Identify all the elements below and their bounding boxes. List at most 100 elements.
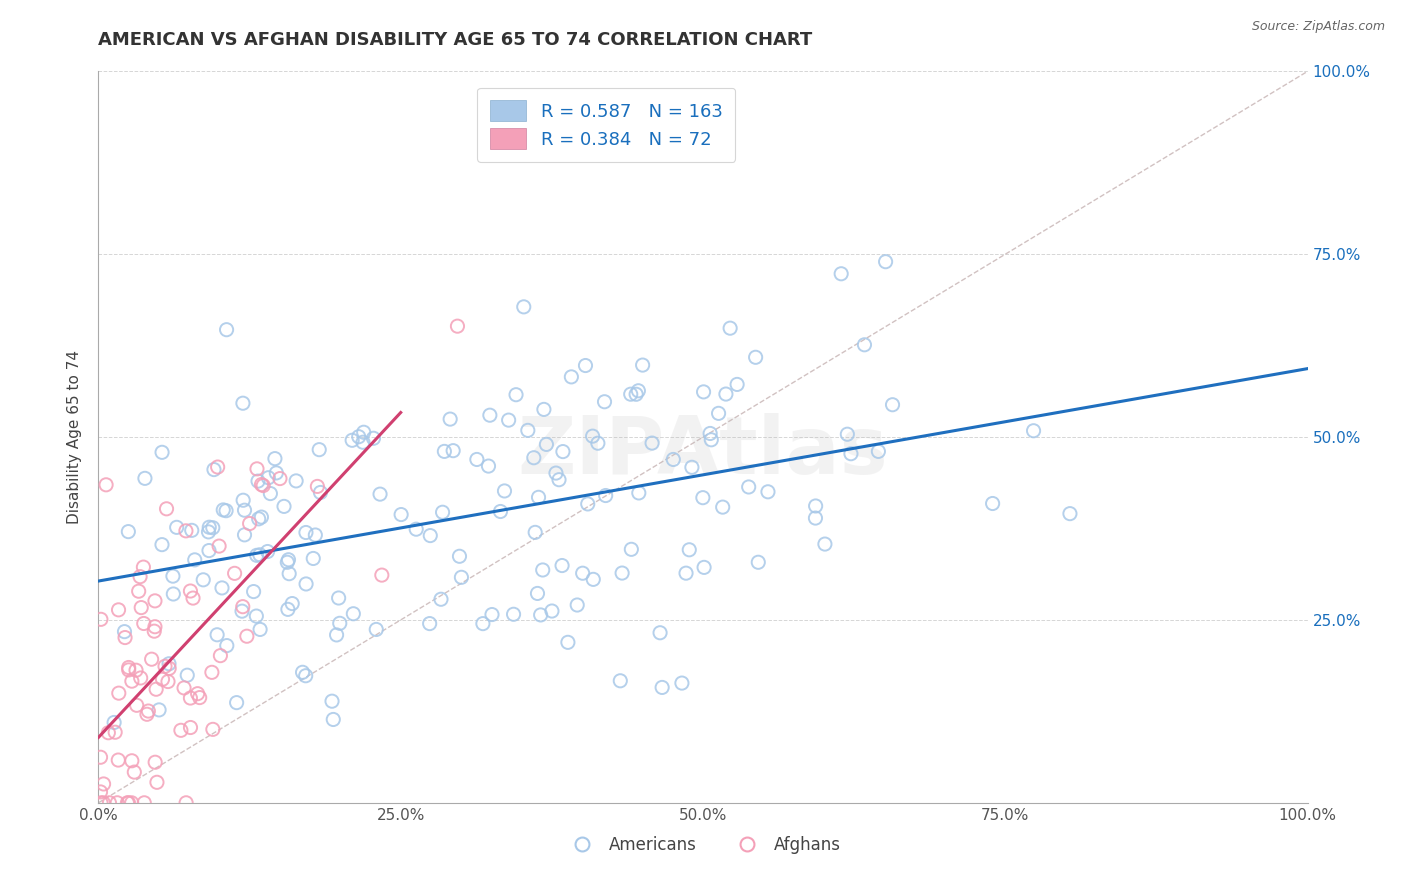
Point (366, 623, 388, 637)
Point (718, 321, 741, 335)
Point (93, 777, 115, 791)
Point (211, 581, 233, 595)
Point (143, 620, 166, 634)
Point (707, 406, 730, 420)
Point (516, 423, 538, 437)
Point (117, 796, 139, 810)
Point (129, 569, 152, 583)
Point (294, 669, 316, 683)
Point (692, 384, 714, 399)
Point (693, 560, 716, 574)
Point (853, 338, 876, 352)
Point (627, 486, 650, 500)
Point (544, 466, 567, 480)
Point (441, 443, 464, 458)
Point (201, 723, 224, 737)
Point (882, 398, 904, 412)
Point (692, 491, 714, 505)
Point (193, 573, 215, 587)
Point (681, 460, 703, 475)
Point (118, 660, 141, 674)
Point (107, 603, 129, 617)
Point (184, 553, 207, 567)
Point (524, 525, 547, 540)
Point (152, 673, 174, 687)
Point (328, 591, 350, 605)
Point (620, 542, 643, 557)
Point (586, 436, 609, 450)
Point (104, 725, 127, 739)
Point (830, 267, 852, 281)
Point (571, 566, 593, 581)
Point (651, 681, 673, 695)
Point (981, 496, 1004, 510)
Point (174, 796, 197, 810)
Point (498, 413, 520, 427)
Point (531, 563, 554, 577)
Point (295, 525, 318, 540)
Point (118, 663, 141, 677)
Point (711, 500, 734, 515)
Point (489, 504, 512, 518)
Point (117, 796, 139, 810)
Point (125, 663, 148, 677)
Point (145, 682, 167, 697)
Point (273, 500, 295, 514)
Legend: Americans, Afghans: Americans, Afghans (560, 829, 846, 860)
Point (481, 607, 503, 622)
Point (756, 484, 779, 499)
Point (281, 597, 304, 611)
Point (804, 511, 827, 525)
Point (257, 471, 280, 485)
Point (155, 501, 177, 516)
Point (246, 549, 269, 563)
Point (233, 528, 256, 542)
Point (114, 624, 136, 639)
Point (502, 607, 524, 622)
Point (89, 785, 111, 799)
Point (129, 600, 152, 615)
Point (232, 493, 254, 508)
Point (557, 635, 579, 649)
Point (419, 528, 441, 542)
Point (246, 462, 269, 476)
Point (94, 478, 117, 492)
Point (201, 665, 224, 680)
Point (138, 704, 160, 718)
Point (124, 765, 146, 780)
Point (105, 796, 128, 810)
Point (342, 607, 364, 621)
Point (308, 442, 330, 457)
Point (247, 512, 270, 526)
Point (143, 594, 166, 608)
Point (121, 796, 143, 810)
Point (245, 609, 267, 624)
Point (114, 631, 136, 645)
Point (250, 477, 273, 491)
Point (353, 425, 375, 440)
Point (215, 323, 238, 337)
Point (814, 537, 837, 551)
Point (170, 723, 193, 738)
Point (174, 524, 197, 538)
Point (90, 612, 112, 626)
Point (180, 524, 202, 538)
Point (389, 508, 412, 522)
Point (624, 387, 647, 401)
Point (107, 686, 129, 700)
Point (536, 437, 558, 451)
Point (419, 616, 441, 631)
Point (744, 351, 766, 365)
Point (141, 652, 163, 666)
Point (205, 628, 228, 642)
Point (157, 661, 180, 675)
Point (264, 451, 287, 466)
Point (662, 452, 685, 467)
Point (148, 703, 170, 717)
Point (208, 539, 231, 553)
Point (747, 555, 769, 569)
Point (278, 566, 301, 581)
Point (98, 796, 121, 810)
Point (530, 607, 553, 622)
Point (648, 625, 671, 640)
